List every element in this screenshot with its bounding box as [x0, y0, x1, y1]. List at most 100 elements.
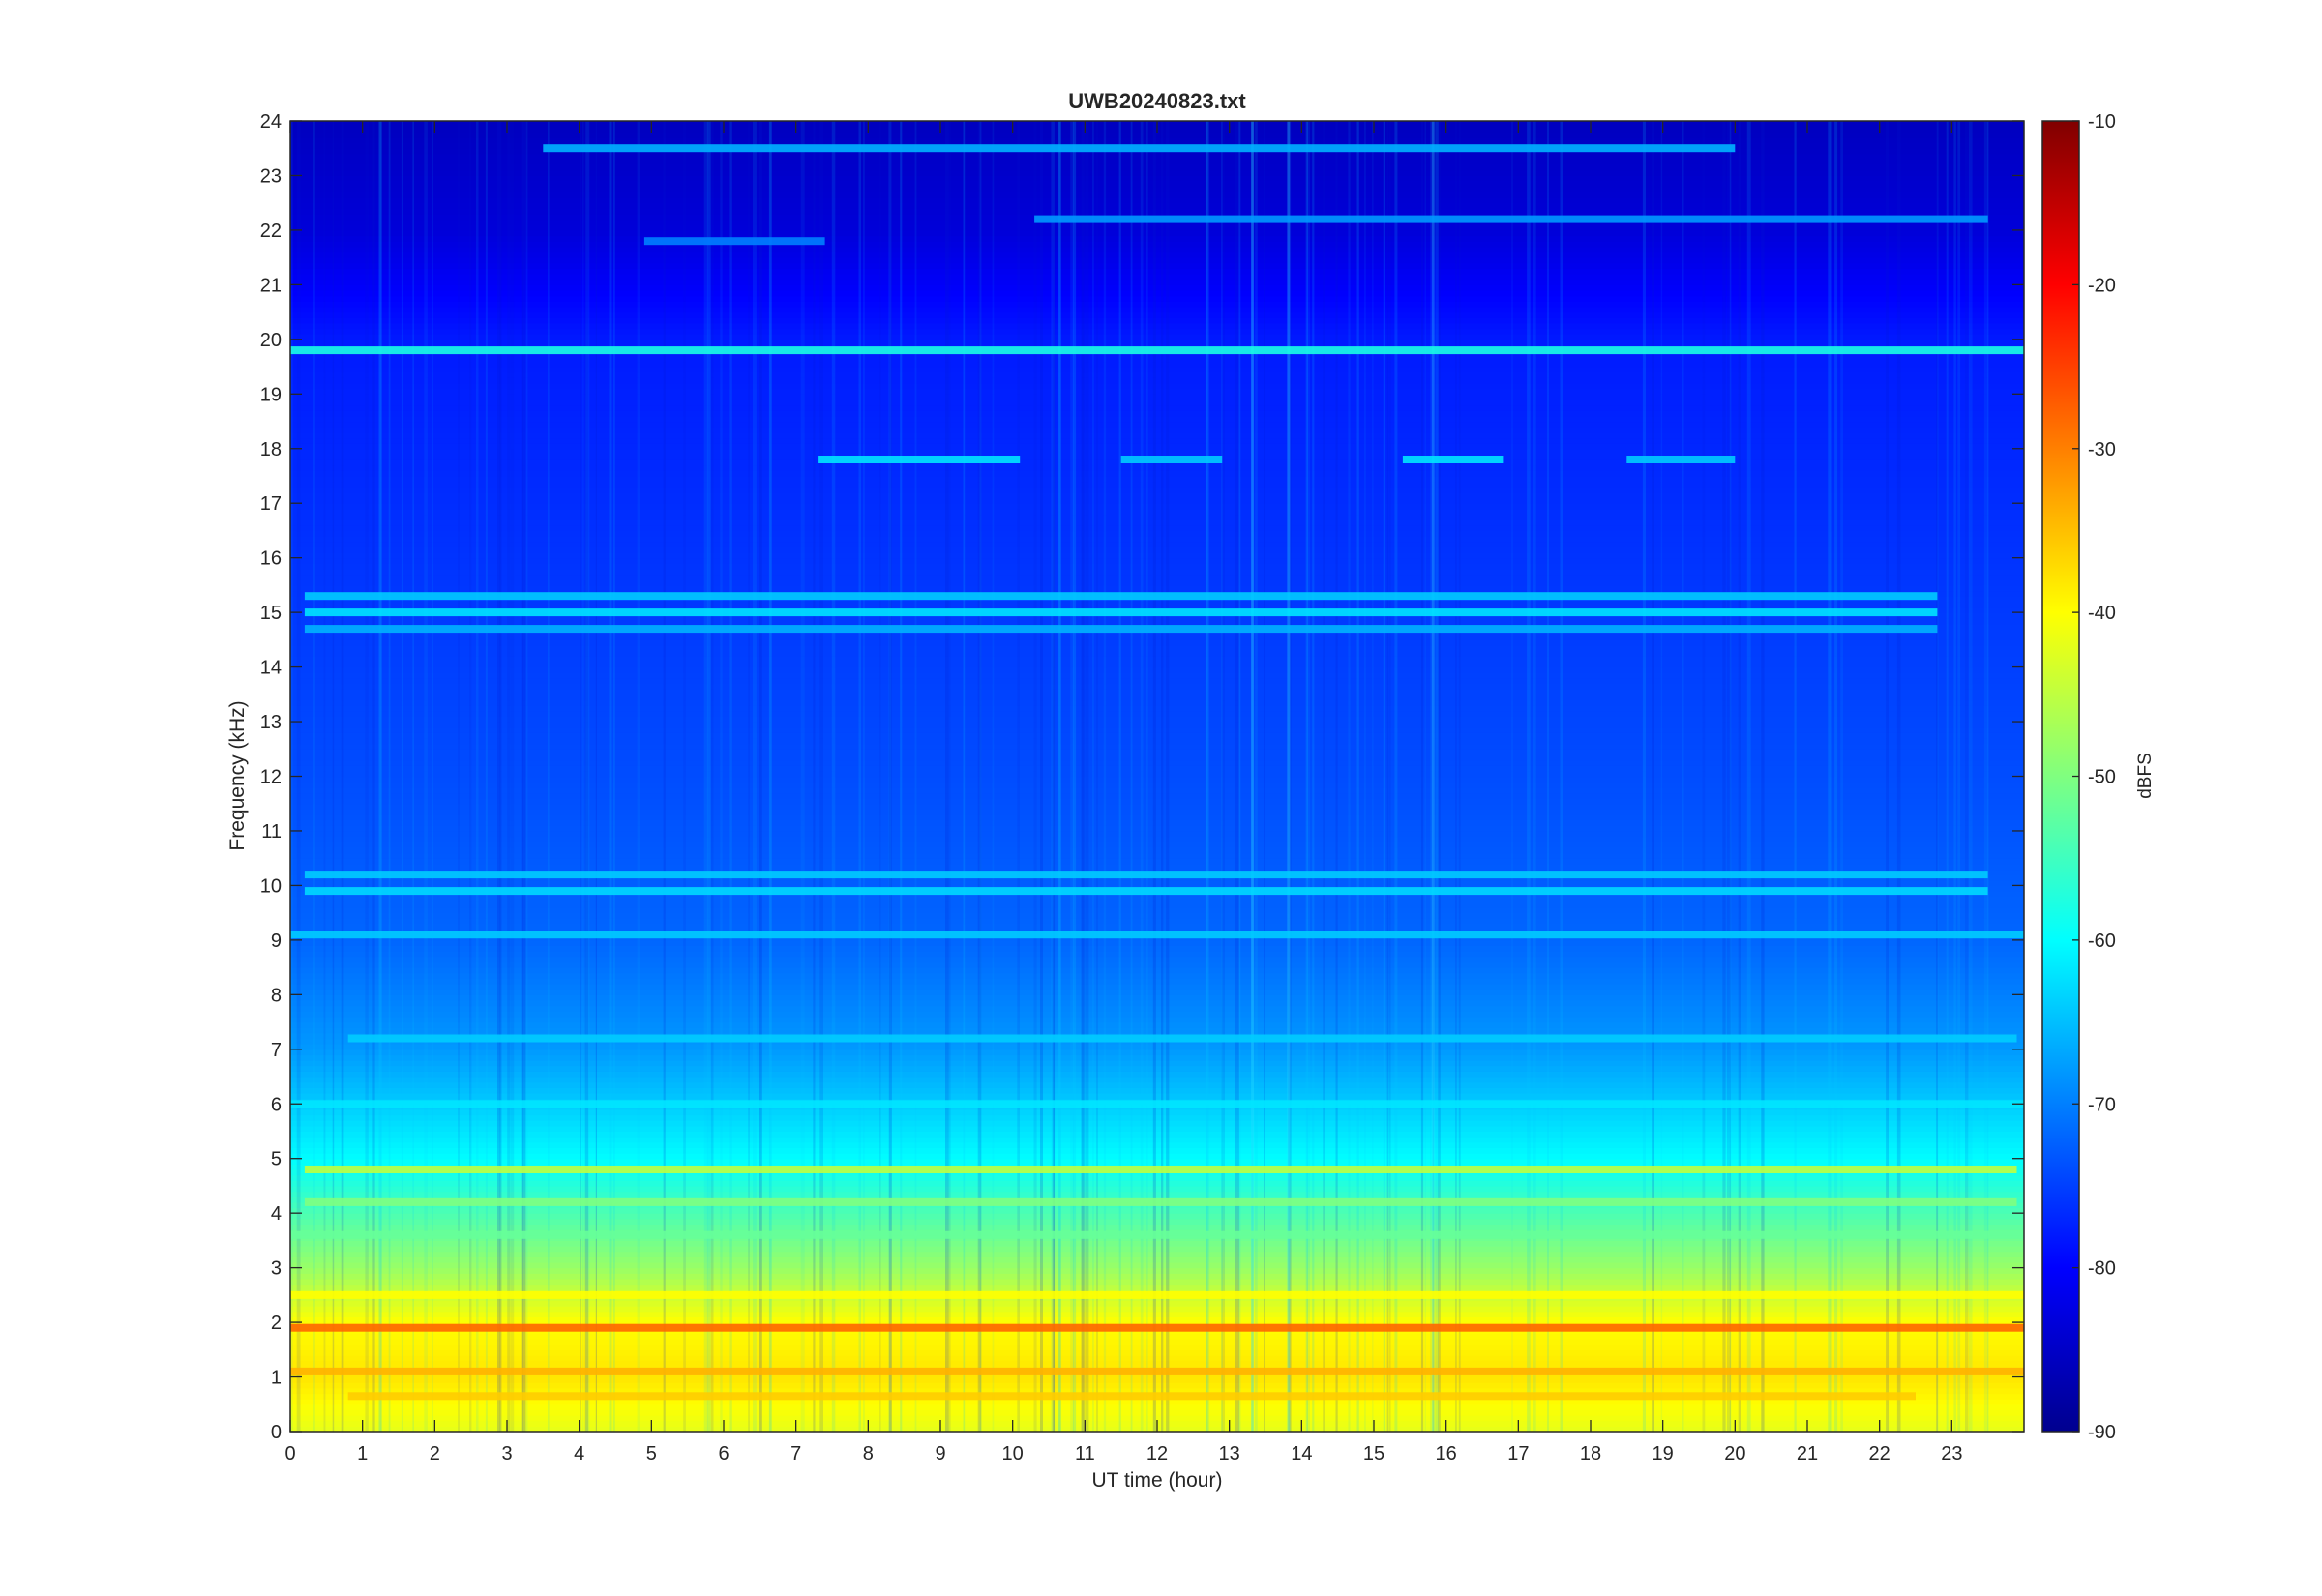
floor-cell	[290, 159, 2024, 165]
x-axis-label: UT time (hour)	[1092, 1469, 1223, 1492]
y-tick-label: 7	[271, 1040, 282, 1061]
floor-cell	[290, 1114, 2024, 1121]
streak	[1335, 121, 1338, 1432]
floor-cell	[290, 153, 2024, 161]
band	[818, 456, 1021, 463]
floor-cell	[290, 1300, 2024, 1307]
streak	[1987, 121, 1989, 1432]
streak	[332, 121, 335, 1432]
floor-cell	[290, 967, 2024, 974]
floor-cell	[290, 994, 2024, 1001]
streak	[1287, 121, 1291, 1432]
floor-cell	[290, 846, 2024, 854]
streak	[1388, 121, 1391, 1432]
floor-cell	[290, 1218, 2024, 1226]
streak	[1051, 121, 1055, 1432]
colorbar-tick-label: -50	[2088, 767, 2116, 788]
floor-cell	[290, 497, 2024, 504]
floor-cell	[290, 192, 2024, 198]
streak	[1058, 121, 1061, 1432]
streak	[1729, 121, 1732, 1432]
floor-cell	[290, 208, 2024, 215]
floor-cell	[290, 487, 2024, 493]
streak	[1206, 121, 1210, 1432]
floor-cell	[290, 1354, 2024, 1362]
floor-cell	[290, 1278, 2024, 1286]
streak	[1152, 121, 1156, 1432]
floor-cell	[290, 1267, 2024, 1274]
floor-cell	[290, 136, 2024, 144]
y-tick-label: 17	[260, 493, 282, 515]
floor-cell	[290, 355, 2024, 363]
streak	[720, 121, 723, 1432]
floor-cell	[290, 268, 2024, 275]
x-tick-label: 8	[863, 1443, 874, 1464]
floor-cell	[290, 202, 2024, 209]
streak	[1103, 121, 1107, 1432]
x-tick-label: 20	[1724, 1443, 1745, 1464]
streak	[372, 121, 375, 1432]
floor-cell	[290, 1120, 2024, 1127]
streak	[612, 121, 615, 1432]
x-tick-label: 21	[1797, 1443, 1818, 1464]
band	[1120, 456, 1223, 463]
floor-cell	[290, 737, 2024, 745]
floor-cell	[290, 1349, 2024, 1356]
floor-cell	[290, 683, 2024, 690]
floor-cell	[290, 1284, 2024, 1290]
streak	[1140, 121, 1144, 1432]
floor-cell	[290, 1409, 2024, 1416]
streak	[1937, 121, 1939, 1432]
band	[347, 1034, 2017, 1043]
floor-cell	[290, 574, 2024, 580]
streak	[1166, 121, 1170, 1432]
streak	[1235, 121, 1239, 1432]
floor-cell	[290, 552, 2024, 559]
streak	[1527, 121, 1531, 1432]
floor-cell	[290, 404, 2024, 411]
streak	[323, 121, 326, 1432]
streak	[1886, 121, 1889, 1432]
band	[1034, 215, 1988, 223]
floor-cell	[290, 235, 2024, 242]
streak	[768, 121, 771, 1432]
streak	[831, 121, 836, 1432]
streak	[1306, 121, 1310, 1432]
floor-cell	[290, 1316, 2024, 1323]
floor-cell	[290, 361, 2024, 368]
streak	[1072, 121, 1077, 1432]
floor-cell	[290, 164, 2024, 171]
y-tick-label: 1	[271, 1368, 282, 1389]
streak	[888, 121, 892, 1432]
floor-cell	[290, 437, 2024, 444]
floor-cell	[290, 1360, 2024, 1367]
floor-cell	[290, 563, 2024, 570]
floor-cell	[290, 1077, 2024, 1083]
band	[290, 346, 2024, 355]
streak	[1206, 121, 1208, 1432]
streak	[580, 121, 581, 1432]
x-tick-label: 18	[1580, 1443, 1601, 1464]
streak	[379, 121, 382, 1432]
floor-cell	[290, 765, 2024, 772]
streak	[609, 121, 612, 1432]
streak	[1746, 121, 1751, 1432]
floor-cell	[290, 1092, 2024, 1100]
streak	[1364, 121, 1366, 1432]
floor-cell	[290, 672, 2024, 679]
floor-cell	[290, 1207, 2024, 1214]
y-tick-label: 21	[260, 275, 282, 296]
streak	[313, 121, 315, 1432]
floor-cell	[290, 999, 2024, 1007]
floor-cell	[290, 481, 2024, 488]
colorbar-tick-label: -10	[2088, 111, 2116, 133]
streak	[1957, 121, 1961, 1432]
streak	[710, 121, 714, 1432]
floor-cell	[290, 645, 2024, 652]
y-tick-label: 20	[260, 330, 282, 351]
colorbar-tick-label: -90	[2088, 1422, 2116, 1443]
floor-cell	[290, 1376, 2024, 1383]
streak	[1424, 121, 1426, 1432]
colorbar-tick-label: -70	[2088, 1094, 2116, 1115]
streak	[1356, 121, 1359, 1432]
